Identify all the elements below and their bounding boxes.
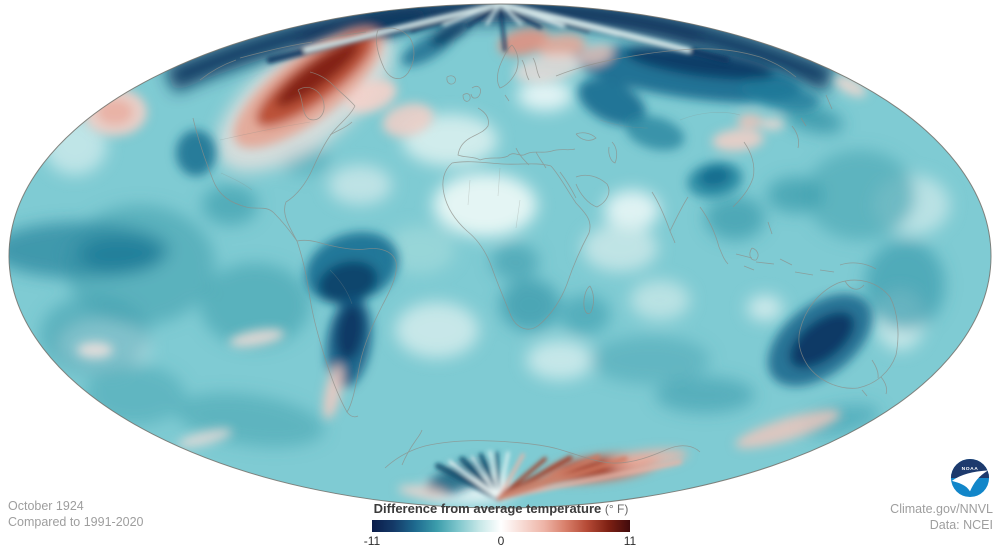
colorbar-tick-max: 11 — [623, 534, 637, 548]
pole-streaks — [266, 4, 730, 501]
colorbar: Difference from average temperature (° F… — [351, 501, 651, 548]
credit-data: Data: NCEI — [929, 517, 993, 532]
colorbar-tick-min: -11 — [363, 534, 381, 548]
coastlines — [192, 27, 899, 469]
country-borders — [219, 111, 741, 305]
baseline-label: Compared to 1991-2020 — [8, 514, 144, 529]
colorbar-title-row: Difference from average temperature (° F… — [351, 501, 651, 516]
colorbar-unit: (° F) — [604, 502, 629, 516]
period-label-block: October 1924 Compared to 1991-2020 — [8, 499, 144, 530]
colorbar-ticks: -11 0 11 — [364, 534, 636, 548]
colorbar-title: Difference from average temperature — [373, 501, 602, 516]
noaa-logo: NOAA — [950, 458, 990, 498]
noaa-bird-icon — [951, 470, 989, 492]
colorbar-gradient — [372, 520, 630, 532]
credit-source: Climate.gov/NNVL — [890, 502, 993, 516]
noaa-logo-text: NOAA — [962, 466, 979, 472]
map-outline — [8, 3, 992, 509]
colorbar-tick-mid: 0 — [497, 534, 505, 548]
period-label: October 1924 — [8, 499, 84, 513]
anomaly-washes — [9, 24, 950, 504]
credits: Climate.gov/NNVL Data: NCEI — [890, 502, 993, 533]
